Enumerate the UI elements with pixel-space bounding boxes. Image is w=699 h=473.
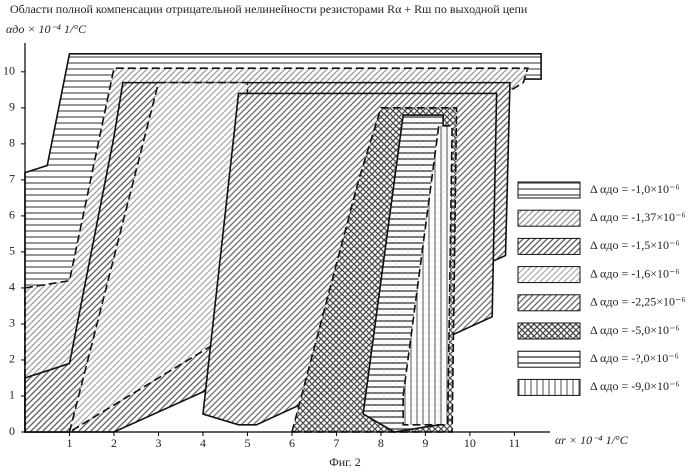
x-tick-label: 6 <box>289 436 295 450</box>
chart-title: Области полной компенсации отрицательной… <box>10 2 528 16</box>
legend-label: Δ αдо = -1,6×10⁻⁶ <box>590 266 680 280</box>
y-tick-label: 4 <box>9 280 15 294</box>
y-tick-label: 1 <box>9 388 15 402</box>
legend-label: Δ αдо = -1,5×10⁻⁶ <box>590 238 680 252</box>
y-tick-label: 3 <box>9 316 15 330</box>
legend-label: Δ αдо = -9,0×10⁻⁶ <box>590 379 680 393</box>
x-tick-label: 5 <box>244 436 250 450</box>
x-tick-label: 3 <box>155 436 161 450</box>
legend-swatch <box>518 210 580 226</box>
x-tick-label: 11 <box>509 436 521 450</box>
y-axis-label: αдо × 10⁻⁴ 1/°C <box>6 22 87 36</box>
chart: Области полной компенсации отрицательной… <box>0 0 699 473</box>
x-axis-label: αr × 10⁻⁴ 1/°C <box>555 433 629 447</box>
legend-label: Δ αдо = -?,0×10⁻⁶ <box>590 351 679 365</box>
y-tick-label: 9 <box>9 100 15 114</box>
legend-swatch <box>518 238 580 254</box>
caption: Фиг. 2 <box>329 455 360 469</box>
legend-label: Δ αдо = -2,25×10⁻⁶ <box>590 295 686 309</box>
y-tick-label: 0 <box>9 424 15 438</box>
legend-label: Δ αдо = -1,37×10⁻⁶ <box>590 210 686 224</box>
legend-label: Δ αдо = -5,0×10⁻⁶ <box>590 323 680 337</box>
legend-swatch <box>518 267 580 283</box>
x-tick-label: 2 <box>111 436 117 450</box>
legend-swatch <box>518 182 580 198</box>
x-tick-label: 7 <box>333 436 339 450</box>
x-tick-label: 8 <box>378 436 384 450</box>
legend-swatch <box>518 295 580 311</box>
y-tick-label: 8 <box>9 136 15 150</box>
x-tick-label: 9 <box>422 436 428 450</box>
x-tick-label: 4 <box>200 436 206 450</box>
y-tick-label: 5 <box>9 244 15 258</box>
y-tick-label: 2 <box>9 352 15 366</box>
y-tick-label: 6 <box>9 208 15 222</box>
legend-swatch <box>518 379 580 395</box>
y-tick-label: 10 <box>3 64 15 78</box>
legend-label: Δ αдо = -1,0×10⁻⁶ <box>590 182 680 196</box>
legend-swatch <box>518 323 580 339</box>
x-tick-label: 1 <box>66 436 72 450</box>
y-tick-label: 7 <box>9 172 15 186</box>
x-tick-label: 10 <box>464 436 476 450</box>
legend-swatch <box>518 351 580 367</box>
